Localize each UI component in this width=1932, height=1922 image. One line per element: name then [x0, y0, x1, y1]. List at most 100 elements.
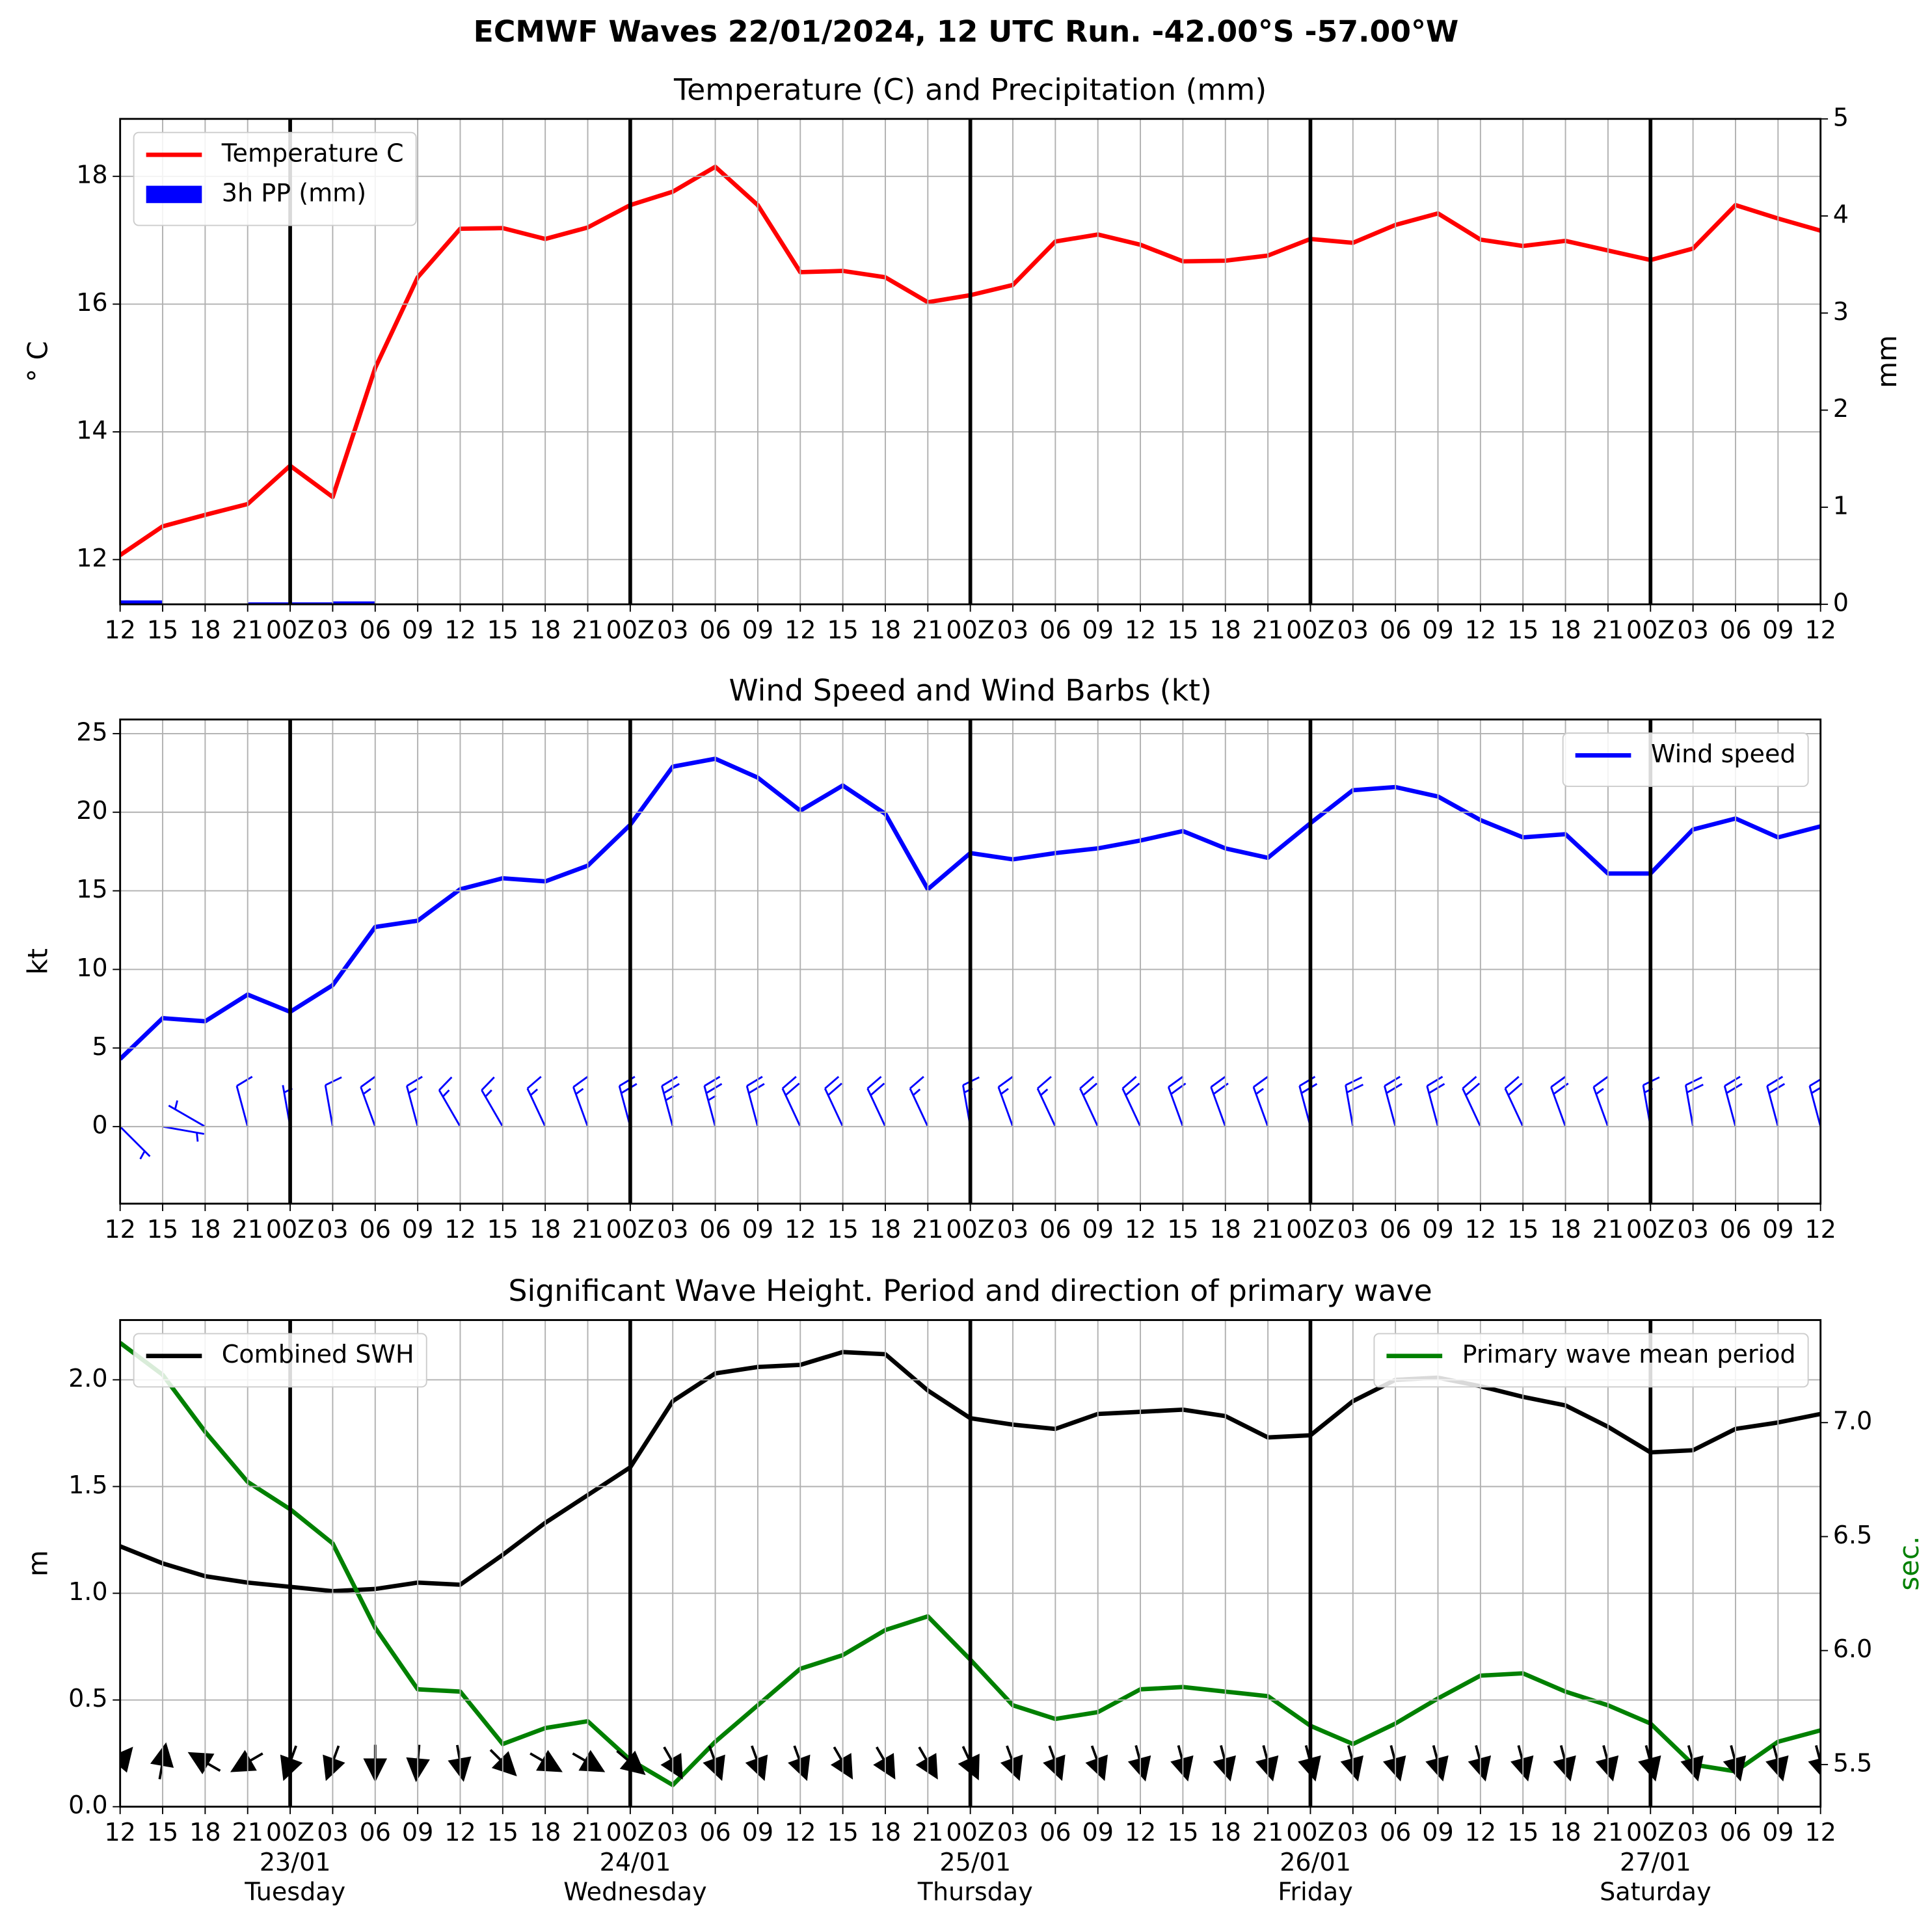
x-tick-label: 18	[530, 1215, 561, 1244]
x-tick-label: 06	[1720, 615, 1751, 644]
bar	[332, 601, 375, 605]
y2-tick-label: 3	[1833, 297, 1849, 326]
wind-barb	[1426, 1076, 1445, 1127]
wind-barb	[1345, 1076, 1364, 1127]
legend-label: 3h PP (mm)	[222, 178, 366, 207]
x-tick-label: 18	[530, 615, 561, 644]
y-tick-label: 0.5	[68, 1684, 108, 1713]
x-tick-label: 12	[1125, 1215, 1156, 1244]
subplot-title: Wind Speed and Wind Barbs (kt)	[729, 673, 1211, 708]
x-tick-label: 09	[1762, 615, 1793, 644]
x-tick-label: 06	[1380, 615, 1411, 644]
legend: Wind speed	[1562, 732, 1809, 787]
x-tick-label: 21	[1252, 1215, 1283, 1244]
x-tick-label: 03	[997, 1215, 1028, 1244]
y2-tick-label: 5.5	[1833, 1748, 1873, 1777]
legend-label: Wind speed	[1651, 740, 1796, 768]
wind-barb	[824, 1076, 844, 1127]
x-tick-label: 00Z	[1626, 1215, 1675, 1244]
x-tick-label: 09	[742, 1818, 773, 1847]
x-tick-label: 21	[1592, 615, 1624, 644]
x-tick-label: 12	[1465, 1215, 1496, 1244]
x-tick-label: 18	[1210, 1215, 1241, 1244]
legend-label: Temperature C	[221, 139, 404, 168]
x-tick-label: 09	[742, 1215, 773, 1244]
y-tick-label: 14	[76, 416, 107, 444]
y2-tick-label: 1	[1833, 491, 1849, 520]
x-tick-label: 12	[785, 1215, 816, 1244]
x-tick-label: 21	[1592, 1818, 1624, 1847]
x-tick-label: 18	[189, 615, 221, 644]
x-tick-label: 12	[1805, 1215, 1836, 1244]
x-tick-label: 15	[147, 1215, 178, 1244]
wind-barb	[1462, 1076, 1482, 1127]
axes-frame	[119, 118, 1822, 606]
wind-barb	[360, 1075, 377, 1127]
x-tick-label: 15	[147, 1818, 178, 1847]
x-tick-label: 15	[827, 615, 858, 644]
bar	[120, 600, 163, 605]
y2-tick-label: 0	[1833, 589, 1849, 617]
x-tick-label: 15	[1167, 615, 1198, 644]
x-tick-label: 15	[1167, 1818, 1198, 1847]
wind-barb	[909, 1076, 929, 1127]
axes-frame	[119, 1319, 1822, 1808]
x-tick-label: 00Z	[606, 1215, 655, 1244]
y2-tick-label: 5	[1833, 103, 1849, 131]
x-tick-label: 06	[1040, 1818, 1071, 1847]
day-label: Saturday	[1600, 1878, 1711, 1906]
y-tick-label: 1.0	[68, 1577, 108, 1606]
y-tick-label: 0.0	[68, 1791, 108, 1819]
x-tick-label: 00Z	[606, 1818, 655, 1847]
wind-barb	[866, 1076, 887, 1127]
x-tick-label: 09	[1082, 1215, 1113, 1244]
x-tick-label: 09	[402, 1818, 433, 1847]
x-tick-label: 18	[870, 1215, 901, 1244]
day-label: Friday	[1278, 1878, 1352, 1906]
wind-barb	[1121, 1076, 1142, 1127]
x-tick-label: 03	[317, 1818, 348, 1847]
x-tick-label: 06	[699, 615, 731, 644]
x-tick-label: 03	[1337, 1215, 1369, 1244]
x-tick-label: 00Z	[1286, 615, 1335, 644]
x-tick-label: 00Z	[266, 1818, 315, 1847]
x-tick-label: 18	[1210, 1818, 1241, 1847]
x-tick-label: 06	[1720, 1215, 1751, 1244]
wind-barb	[526, 1076, 546, 1127]
wind-barb	[661, 1076, 680, 1127]
x-tick-label: 03	[1677, 1818, 1708, 1847]
x-tick-label: 15	[487, 1818, 518, 1847]
x-tick-label: 18	[1550, 1215, 1581, 1244]
x-tick-label: 09	[1762, 1215, 1793, 1244]
wind-barb	[1504, 1076, 1524, 1127]
x-tick-label: 12	[444, 1818, 476, 1847]
y2-tick-label: 6.0	[1833, 1635, 1873, 1663]
x-tick-label: 06	[699, 1818, 731, 1847]
x-tick-label: 18	[530, 1818, 561, 1847]
x-tick-label: 12	[1125, 1818, 1156, 1847]
y2-axis-label: sec.	[1893, 1536, 1925, 1591]
day-label: Wednesday	[563, 1878, 706, 1906]
wind-barb	[162, 1125, 205, 1142]
x-tick-label: 06	[360, 1215, 391, 1244]
legend: Primary wave mean period	[1373, 1333, 1809, 1388]
x-tick-label: 12	[1805, 615, 1836, 644]
wind-barb	[703, 1076, 723, 1127]
y-tick-label: 5	[92, 1032, 107, 1061]
x-tick-label: 00Z	[1286, 1818, 1335, 1847]
x-tick-label: 21	[232, 1215, 263, 1244]
x-tick-label: 09	[402, 615, 433, 644]
x-tick-label: 06	[360, 615, 391, 644]
x-tick-label: 06	[1380, 1215, 1411, 1244]
y-tick-label: 12	[76, 544, 107, 572]
x-tick-label: 12	[1465, 615, 1496, 644]
legend: Combined SWH	[133, 1333, 427, 1388]
subplot-title: Significant Wave Height. Period and dire…	[509, 1274, 1432, 1308]
wind-barb	[120, 1126, 151, 1160]
wind-barb	[324, 1076, 342, 1127]
x-tick-label: 15	[1167, 1215, 1198, 1244]
x-tick-label: 03	[997, 1818, 1028, 1847]
x-tick-label: 21	[912, 1818, 943, 1847]
x-tick-label: 03	[657, 1818, 688, 1847]
x-tick-label: 12	[1465, 1818, 1496, 1847]
